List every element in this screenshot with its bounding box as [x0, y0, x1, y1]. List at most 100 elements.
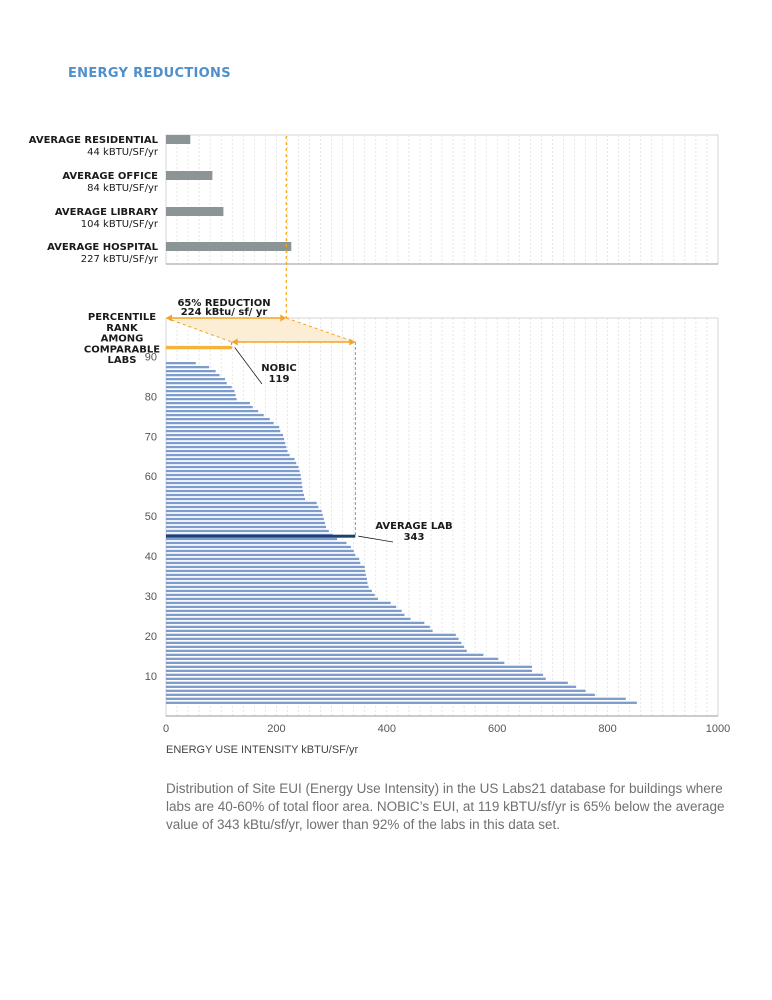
reference-bar: [166, 207, 224, 216]
lab-eui-bar: [166, 553, 356, 557]
lab-eui-bar: [166, 429, 281, 433]
lab-eui-bar: [166, 637, 459, 641]
reference-value-label: 104 kBTU/SF/yr: [81, 219, 159, 230]
y-tick-label: 70: [145, 431, 157, 443]
section-heading: ENERGY REDUCTIONS: [68, 66, 231, 81]
average-leader-line: [358, 535, 394, 543]
reduction-label: 65% REDUCTION: [177, 298, 270, 309]
eui-gap-arrow-head-right: [349, 338, 356, 346]
average-lab-label: AVERAGE LAB: [375, 521, 452, 532]
figure-caption: Distribution of Site EUI (Energy Use Int…: [166, 781, 725, 832]
y-axis-title-line: COMPARABLE: [84, 344, 160, 355]
lab-eui-bar: [166, 529, 329, 533]
reference-category-label: AVERAGE RESIDENTIAL: [29, 135, 159, 146]
lab-eui-bar: [166, 421, 274, 425]
y-axis-title-line: LABS: [108, 355, 137, 366]
y-axis-title-line: AMONG: [101, 334, 144, 345]
lab-eui-bar: [166, 537, 338, 541]
y-tick-label: 90: [145, 351, 157, 363]
lab-eui-bar: [166, 445, 287, 449]
lab-eui-bar: [166, 381, 227, 385]
lab-eui-bar: [166, 645, 465, 649]
lab-eui-bar: [166, 573, 366, 577]
x-tick-label: 0: [163, 723, 169, 735]
lab-eui-bar: [166, 369, 216, 373]
lab-eui-bar: [166, 625, 430, 629]
reduction-sublabel: 224 kBtu/ sf/ yr: [181, 307, 268, 318]
lab-eui-bar: [166, 389, 235, 393]
lab-eui-bar: [166, 397, 237, 401]
lab-eui-bar: [166, 521, 325, 525]
lab-eui-bar: [166, 649, 467, 653]
lab-eui-bar: [166, 669, 532, 672]
reference-bar: [166, 242, 292, 251]
y-tick-label: 50: [145, 511, 157, 523]
reduction-connector-right: [286, 317, 356, 343]
grid-lines: [176, 135, 708, 716]
reduction-arrow-head-right: [280, 314, 287, 322]
lab-eui-bar: [166, 569, 366, 573]
lab-eui-bar: [166, 589, 372, 593]
y-tick-label: 60: [145, 471, 157, 483]
reference-value-label: 227 kBTU/SF/yr: [81, 254, 159, 265]
lab-eui-bar: [166, 585, 369, 589]
y-tick-label: 40: [145, 551, 157, 563]
bottom-plot-frame: [165, 317, 719, 717]
y-tick-label: 80: [145, 391, 157, 403]
x-tick-label: 200: [267, 723, 285, 735]
lab-eui-bar: [166, 473, 301, 477]
y-tick-label: 10: [145, 671, 157, 683]
lab-eui-bar: [166, 605, 397, 609]
plot-frames: [165, 134, 719, 717]
reduction-arrow-head-left: [166, 314, 172, 322]
lab-eui-bar: [166, 557, 360, 561]
lab-eui-bar: [166, 385, 232, 389]
lab-eui-bar: [166, 641, 462, 645]
reference-value-label: 44 kBTU/SF/yr: [87, 147, 159, 158]
average-lab-value: 343: [404, 532, 425, 543]
lab-eui-bar: [166, 661, 505, 664]
reference-category-label: AVERAGE OFFICE: [62, 171, 158, 182]
lab-eui-bar: [166, 485, 303, 489]
lab-eui-bar: [166, 437, 285, 441]
x-axis-title: ENERGY USE INTENSITY kBTU/SF/yr: [166, 744, 358, 756]
lab-eui-bar: [166, 601, 391, 605]
lab-bars: [166, 345, 637, 704]
lab-eui-bar: [166, 401, 250, 405]
lab-eui-bar: [166, 481, 302, 485]
lab-eui-bar: [166, 701, 637, 704]
lab-eui-bar: [166, 461, 297, 465]
lab-eui-bar: [166, 469, 300, 473]
y-axis-title-line: RANK: [106, 323, 139, 334]
nobic-label: NOBIC: [261, 363, 297, 374]
y-axis-title-line: PERCENTILE: [88, 312, 156, 323]
lab-eui-bar: [166, 449, 288, 453]
lab-eui-bar: [166, 561, 361, 565]
nobic-value: 119: [269, 374, 290, 385]
lab-eui-bar: [166, 653, 484, 657]
average-lab-bar: [166, 534, 356, 538]
lab-eui-bar: [166, 393, 236, 397]
lab-eui-bar: [166, 629, 433, 633]
lab-eui-bar: [166, 693, 595, 696]
eui-gap-arrow-head-left: [231, 338, 238, 346]
lab-eui-bar: [166, 409, 259, 413]
lab-eui-bar: [166, 413, 264, 417]
nobic-leader-line: [234, 347, 263, 385]
lab-eui-bar: [166, 581, 368, 585]
lab-eui-bar: [166, 545, 351, 549]
lab-eui-bar: [166, 689, 586, 692]
y-tick-label: 20: [145, 631, 157, 643]
lab-eui-bar: [166, 597, 378, 601]
reference-value-label: 84 kBTU/SF/yr: [87, 183, 159, 194]
lab-eui-bar: [166, 465, 299, 469]
lab-eui-bar: [166, 501, 317, 505]
lab-eui-bar: [166, 593, 375, 597]
lab-eui-bar: [166, 565, 365, 569]
lab-eui-bar: [166, 677, 546, 680]
